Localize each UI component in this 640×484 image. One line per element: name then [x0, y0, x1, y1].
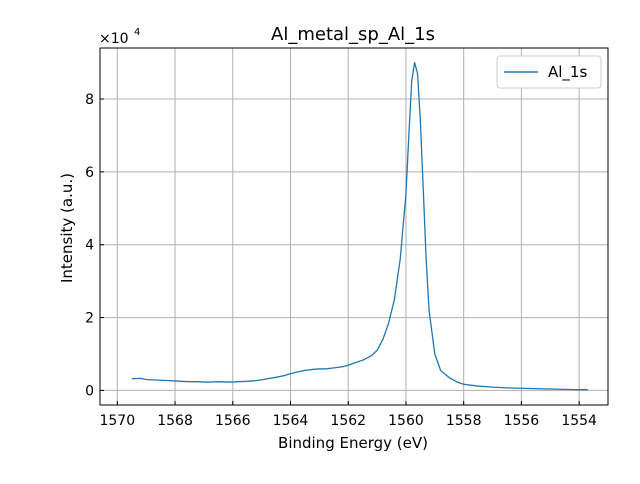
y-tick-label: 8: [85, 92, 94, 108]
x-tick-label: 1570: [99, 413, 135, 429]
grid: [100, 48, 608, 405]
series-line-al-1s: [131, 61, 588, 391]
x-axis-ticks: 1570 1568 1566 1564 1562 1560 1558 1556 1554: [99, 401, 597, 429]
x-tick-label: 1562: [330, 413, 366, 429]
x-axis-label: Binding Energy (eV): [278, 434, 428, 452]
y-tick-label: 6: [85, 165, 94, 181]
chart-title: Al_metal_sp_Al_1s: [271, 24, 435, 45]
y-tick-label: 2: [85, 311, 94, 327]
legend-box: [496, 55, 602, 89]
x-tick-label: 1560: [388, 413, 424, 429]
y-tick-label: 4: [85, 238, 94, 254]
y-multiplier-base: ×10: [99, 31, 129, 47]
x-tick-label: 1554: [561, 413, 597, 429]
y-axis-label: Intensity (a.u.): [58, 173, 76, 283]
y-axis-multiplier: ×10 4: [99, 27, 140, 47]
y-axis-ticks: 0 2 4 6 8: [85, 92, 104, 399]
x-tick-label: 1564: [273, 413, 309, 429]
x-tick-label: 1568: [157, 413, 193, 429]
legend-label-al-1s: Al_1s: [548, 63, 587, 82]
y-tick-label: 0: [85, 383, 94, 399]
plot-frame: [99, 47, 609, 406]
x-tick-label: 1556: [504, 413, 540, 429]
legend: Al_1s: [496, 55, 602, 89]
y-multiplier-exponent: 4: [134, 27, 140, 38]
x-tick-label: 1566: [215, 413, 251, 429]
x-tick-label: 1558: [446, 413, 482, 429]
